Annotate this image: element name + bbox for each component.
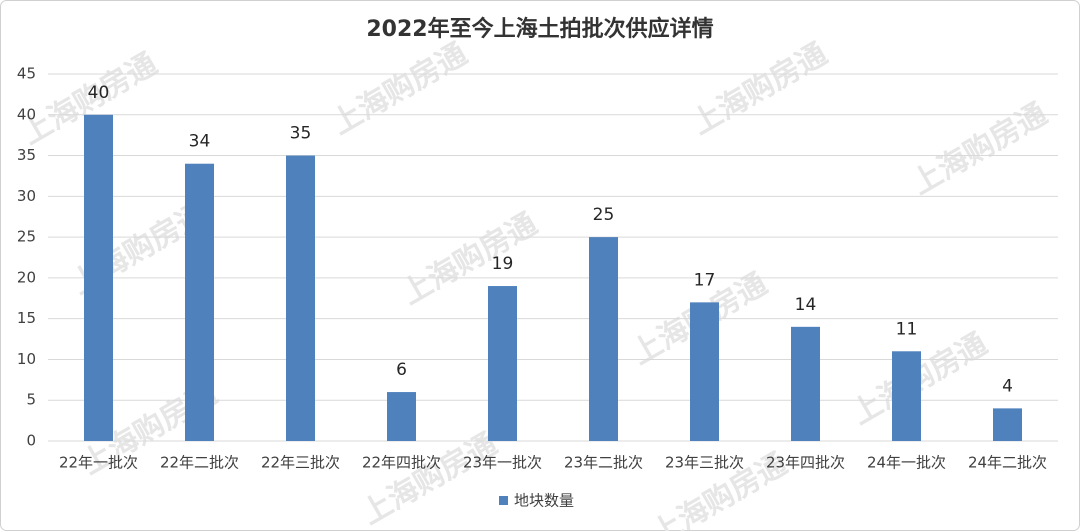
legend-label: 地块数量: [514, 492, 574, 510]
plot: 22年一批次 22年二批次 22年三批次 22年四批次 23年一批次 23年二批次 23年三…: [59, 83, 1047, 510]
y-tick-label: 40: [17, 105, 36, 123]
y-tick-label: 0: [26, 432, 36, 450]
bar: [791, 326, 820, 441]
x-tick-label: 23年二批次: [564, 454, 643, 472]
x-tick-label: 23年四批次: [766, 454, 845, 472]
bar: [185, 163, 214, 441]
bar: [892, 351, 921, 441]
x-tick-label: 23年一批次: [463, 454, 542, 472]
value-label: 17: [694, 270, 716, 290]
x-tick-label: 22年一批次: [59, 454, 138, 472]
bar: [84, 114, 113, 442]
value-label: 4: [1002, 376, 1013, 396]
value-label: 40: [88, 83, 110, 103]
bar: [589, 237, 618, 441]
value-label: 14: [795, 295, 817, 315]
y-tick-label: 10: [17, 350, 36, 368]
y-tick-label: 25: [17, 228, 36, 246]
grid: 0 5 10 15 20 25 30 35 40 45: [17, 65, 1058, 450]
x-tick-label: 22年二批次: [160, 454, 239, 472]
value-label: 25: [593, 205, 615, 225]
value-label: 6: [396, 360, 407, 380]
bar: [690, 302, 719, 441]
bar: [387, 392, 416, 441]
y-tick-label: 15: [17, 309, 36, 327]
x-tick-label: 24年一批次: [867, 454, 946, 472]
y-tick-label: 5: [26, 391, 36, 409]
x-tick-label: 24年二批次: [968, 454, 1047, 472]
bar: [286, 155, 315, 442]
y-tick-label: 45: [17, 65, 36, 83]
value-label: 34: [189, 132, 211, 152]
value-label: 19: [492, 254, 514, 274]
bar: [993, 408, 1022, 441]
value-label: 35: [290, 124, 312, 144]
y-tick-label: 20: [17, 268, 36, 286]
chart-title: 2022年至今上海土拍批次供应详情: [366, 16, 713, 42]
y-tick-label: 30: [17, 187, 36, 205]
legend-swatch: [499, 496, 508, 505]
x-tick-label: 22年三批次: [261, 454, 340, 472]
x-tick-label: 22年四批次: [362, 454, 441, 472]
y-tick-label: 35: [17, 146, 36, 164]
value-label: 11: [896, 319, 918, 339]
bar: [488, 286, 517, 441]
x-tick-label: 23年三批次: [665, 454, 744, 472]
